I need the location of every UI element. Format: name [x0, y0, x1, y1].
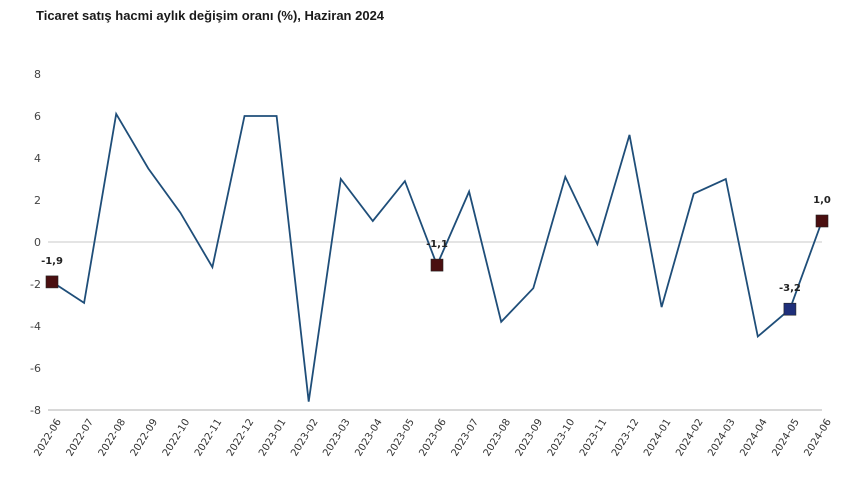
x-tick-label: 2023-01 — [257, 417, 288, 458]
x-tick-label: 2023-08 — [482, 417, 513, 458]
x-tick-label: 2024-02 — [674, 417, 705, 458]
highlight-marker — [815, 214, 829, 228]
x-tick-label: 2023-11 — [578, 417, 609, 458]
data-label: -1,1 — [426, 239, 448, 250]
series-layer — [51, 111, 823, 402]
x-tick-label: 2024-06 — [802, 417, 833, 458]
x-tick-label: 2023-07 — [450, 417, 481, 458]
x-tick-label: 2023-03 — [321, 417, 352, 458]
y-tick-label: -8 — [30, 404, 41, 417]
x-tick-label: 2023-10 — [546, 417, 577, 458]
highlight-marker — [45, 275, 59, 289]
x-tick-label: 2022-07 — [65, 417, 96, 458]
y-axis-ticks: 8 6 4 2 0 -2 -4 -6 -8 — [30, 68, 41, 417]
data-label: 1,0 — [813, 195, 831, 206]
x-tick-label: 2023-05 — [385, 417, 416, 458]
x-axis-ticks: 2022-06 2022-07 2022-08 2022-09 2022-10 2022-… — [32, 417, 833, 458]
data-label: -1,9 — [41, 256, 63, 267]
x-tick-label: 2023-04 — [353, 417, 384, 458]
x-tick-label: 2023-09 — [514, 417, 545, 458]
y-tick-label: 8 — [34, 68, 41, 81]
data-label: -3,2 — [779, 283, 801, 294]
x-tick-label: 2022-06 — [32, 417, 63, 458]
y-tick-label: 0 — [34, 236, 41, 249]
x-tick-label: 2022-12 — [225, 417, 256, 458]
x-tick-label: 2024-05 — [770, 417, 801, 458]
y-tick-label: -2 — [30, 278, 41, 291]
x-tick-label: 2023-02 — [289, 417, 320, 458]
x-tick-label: 2022-08 — [97, 417, 128, 458]
x-tick-label: 2023-06 — [417, 417, 448, 458]
chart-title: Ticaret satış hacmi aylık değişim oranı … — [36, 8, 385, 23]
x-tick-label: 2024-03 — [706, 417, 737, 458]
series-line — [51, 111, 823, 402]
highlight-marker — [783, 302, 797, 316]
y-tick-label: 6 — [34, 110, 41, 123]
y-tick-label: 4 — [34, 152, 41, 165]
x-tick-label: 2022-09 — [129, 417, 160, 458]
axes — [48, 241, 822, 411]
x-tick-label: 2022-10 — [161, 417, 192, 458]
highlight-marker — [430, 258, 444, 272]
y-tick-label: 2 — [34, 194, 41, 207]
y-tick-label: -6 — [30, 362, 41, 375]
x-tick-label: 2024-01 — [642, 417, 673, 458]
x-tick-label: 2022-11 — [193, 417, 224, 458]
x-tick-label: 2023-12 — [610, 417, 641, 458]
x-tick-label: 2024-04 — [738, 417, 769, 458]
markers-layer: -1,9 -1,1 -3,2 1,0 — [41, 195, 831, 316]
y-tick-label: -4 — [30, 320, 41, 333]
